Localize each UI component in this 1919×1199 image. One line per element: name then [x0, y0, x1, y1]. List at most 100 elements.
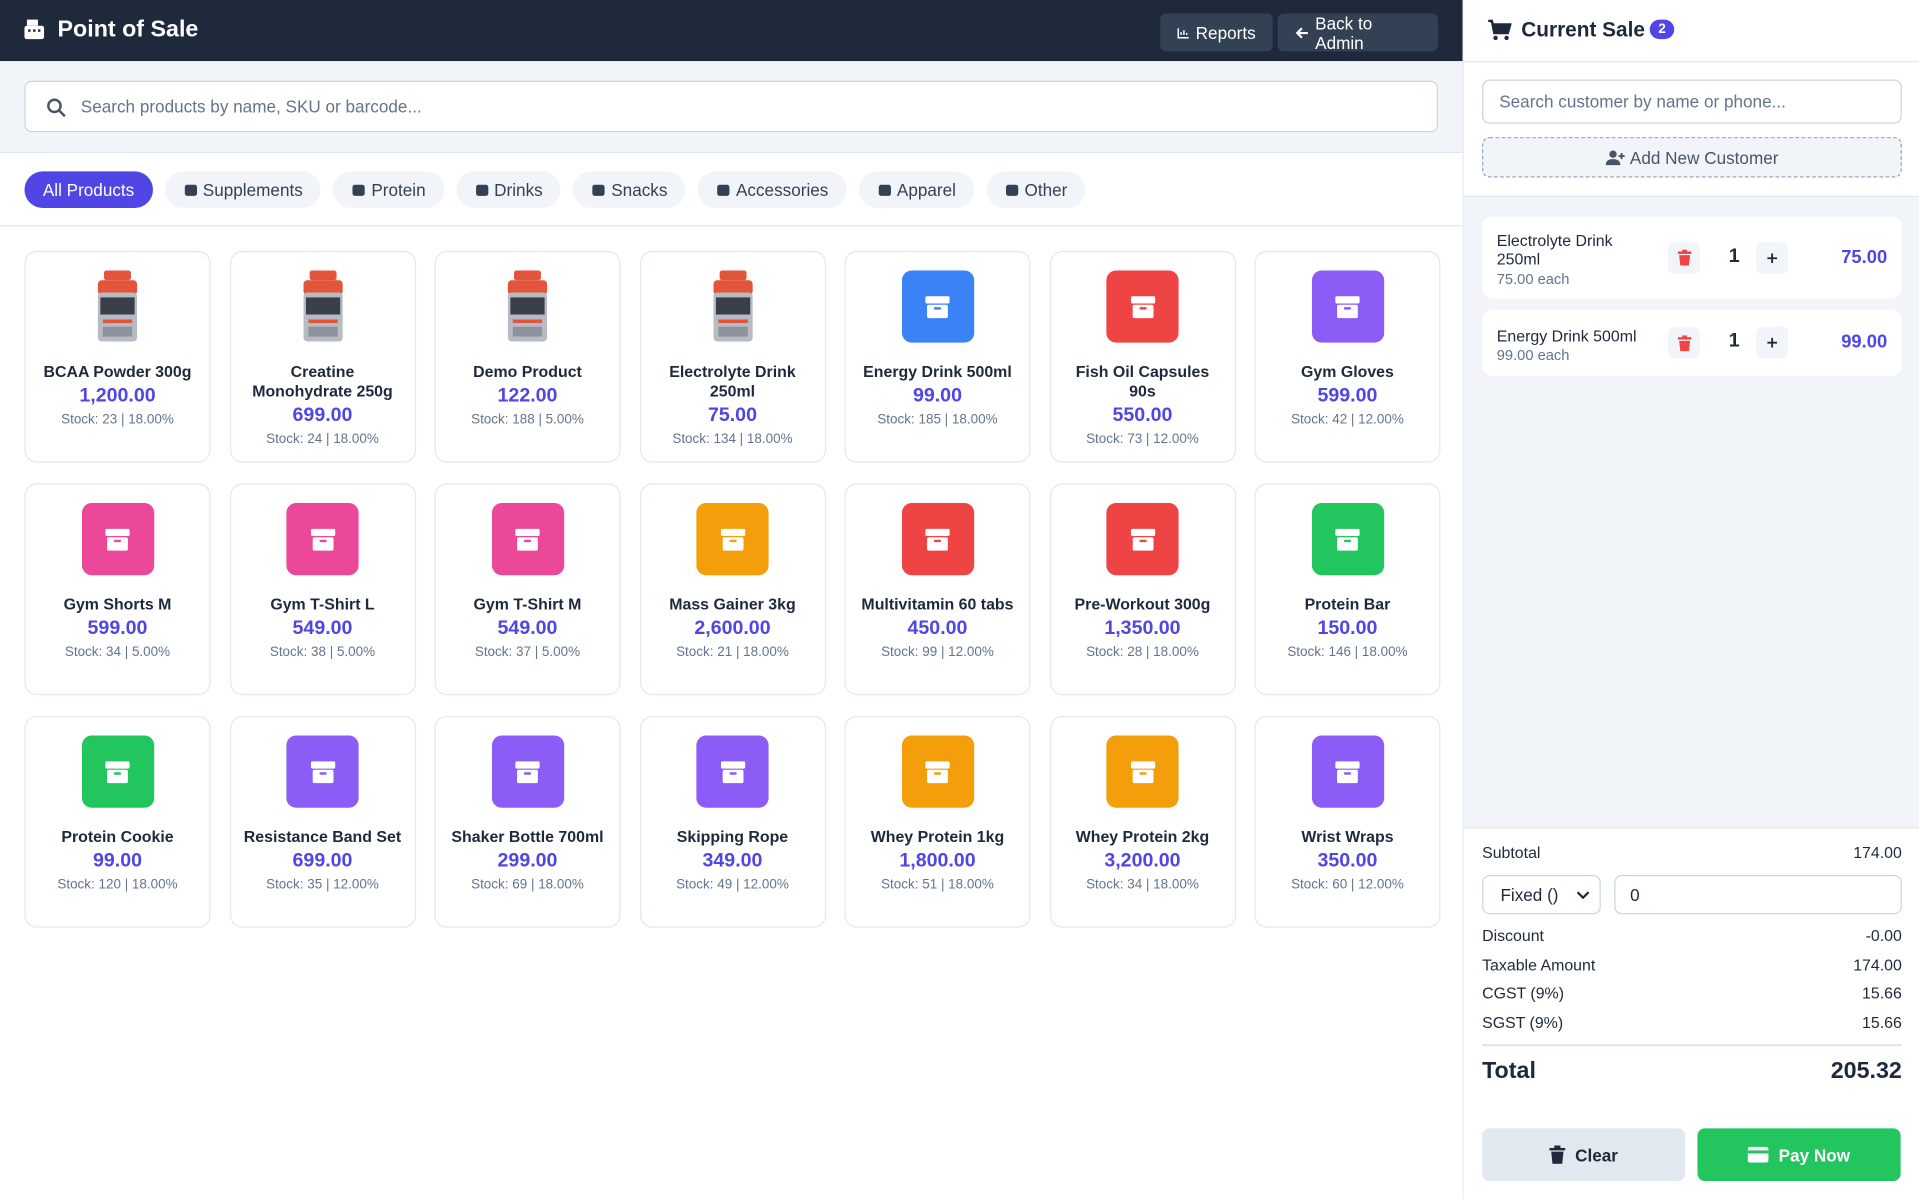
- product-card[interactable]: Gym Gloves 599.00 Stock: 42 | 12.00%: [1254, 250, 1441, 463]
- category-label: Apparel: [896, 179, 956, 199]
- subtotal-row: Subtotal 174.00: [1482, 843, 1902, 861]
- product-card[interactable]: Energy Drink 500ml 99.00 Stock: 185 | 18.0…: [844, 250, 1031, 463]
- category-pill[interactable]: Snacks: [573, 170, 686, 208]
- back-button[interactable]: Back to Admin: [1277, 12, 1439, 53]
- category-pill[interactable]: Other: [986, 170, 1086, 208]
- product-price: 549.00: [497, 618, 558, 639]
- product-name: BCAA Powder 300g: [43, 362, 192, 381]
- category-pill[interactable]: Supplements: [164, 170, 322, 208]
- customer-search[interactable]: Search customer by name or phone...: [1482, 79, 1902, 124]
- product-card[interactable]: Gym T-Shirt L 549.00 Stock: 38 | 5.00%: [229, 483, 416, 696]
- discount-input-value: 0: [1630, 884, 1640, 905]
- plus-icon: [1767, 252, 1778, 263]
- product-stock: Stock: 24 | 18.00%: [266, 432, 379, 447]
- product-name: Creatine Monohydrate 250g: [252, 362, 393, 401]
- product-name: Protein Cookie: [61, 827, 174, 846]
- product-stock: Stock: 34 | 5.00%: [64, 644, 171, 660]
- category-label: Drinks: [494, 179, 543, 199]
- category-icon: [184, 184, 197, 196]
- summary-label: SGST (9%): [1482, 1012, 1564, 1032]
- product-name: Mass Gainer 3kg: [669, 594, 796, 614]
- product-card[interactable]: Demo Product 122.00 Stock: 188 | 5.00%: [434, 250, 621, 463]
- summary-value: 174.00: [1853, 955, 1902, 974]
- category-pill[interactable]: Protein: [333, 170, 444, 208]
- search-placeholder: Search products by name, SKU or barcode.…: [80, 96, 422, 117]
- sale-header: Current Sale 2: [1463, 0, 1919, 63]
- remove-button[interactable]: [1668, 326, 1700, 359]
- product-card[interactable]: Creatine Monohydrate 250g 699.00 Stock: 24…: [229, 250, 416, 463]
- item-each: 75.00 each: [1496, 270, 1570, 288]
- add-customer-button[interactable]: Add New Customer: [1482, 137, 1902, 178]
- box-icon: [925, 760, 950, 783]
- box-icon: [310, 528, 335, 551]
- product-search[interactable]: Search products by name, SKU or barcode.…: [24, 80, 1439, 133]
- clear-label: Clear: [1575, 1144, 1618, 1165]
- product-card[interactable]: Gym Shorts M 599.00 Stock: 34 | 5.00%: [24, 483, 211, 696]
- product-thumb: [286, 270, 358, 342]
- product-price: 350.00: [1317, 850, 1378, 872]
- category-icon: [352, 184, 366, 196]
- sale-title: Current Sale: [1521, 18, 1645, 42]
- discount-type-select[interactable]: Fixed (): [1482, 875, 1601, 915]
- product-card[interactable]: Skipping Rope 349.00 Stock: 49 | 12.00%: [639, 715, 826, 928]
- cart-item: Energy Drink 500ml 99.00 each 1 99.00: [1482, 309, 1902, 376]
- product-thumb: [286, 503, 359, 576]
- product-price: 75.00: [707, 405, 757, 426]
- back-icon: [1295, 26, 1308, 38]
- remove-button[interactable]: [1668, 241, 1700, 274]
- pay-button[interactable]: Pay Now: [1697, 1128, 1901, 1182]
- product-card[interactable]: Wrist Wraps 350.00 Stock: 60 | 12.00%: [1254, 715, 1441, 928]
- product-thumb: [696, 735, 769, 808]
- product-card[interactable]: Protein Bar 150.00 Stock: 146 | 18.00%: [1254, 483, 1441, 696]
- product-price: 1,350.00: [1104, 618, 1181, 639]
- category-pill[interactable]: Accessories: [698, 170, 847, 208]
- product-card[interactable]: Electrolyte Drink 250ml 75.00 Stock: 134 |…: [639, 250, 826, 463]
- product-price: 599.00: [1317, 385, 1378, 407]
- product-thumb: [901, 735, 974, 808]
- category-pill[interactable]: All Products: [24, 170, 153, 208]
- product-card[interactable]: Pre-Workout 300g 1,350.00 Stock: 28 | 18.0…: [1049, 483, 1236, 696]
- product-price: 3,200.00: [1104, 850, 1181, 872]
- product-name: Energy Drink 500ml: [863, 362, 1012, 381]
- increase-button[interactable]: [1756, 241, 1789, 274]
- product-stock: Stock: 42 | 12.00%: [1291, 412, 1404, 428]
- product-card[interactable]: Protein Cookie 99.00 Stock: 120 | 18.00%: [24, 715, 211, 928]
- product-price: 599.00: [87, 618, 148, 639]
- product-price: 2,600.00: [694, 618, 771, 639]
- product-card[interactable]: BCAA Powder 300g 1,200.00 Stock: 23 | 18.0…: [24, 250, 211, 463]
- back-label: Back to Admin: [1315, 12, 1373, 53]
- product-thumb: [1311, 270, 1384, 343]
- item-each: 99.00 each: [1496, 346, 1570, 364]
- product-stock: Stock: 37 | 5.00%: [474, 644, 581, 660]
- product-card[interactable]: Resistance Band Set 699.00 Stock: 35 | 12.…: [229, 715, 416, 928]
- product-thumb: [81, 735, 154, 808]
- summary-value: 15.66: [1862, 1012, 1902, 1032]
- product-card[interactable]: Whey Protein 2kg 3,200.00 Stock: 34 | 18.0…: [1049, 715, 1236, 928]
- product-stock: Stock: 188 | 5.00%: [471, 412, 584, 428]
- category-pill[interactable]: Drinks: [456, 170, 562, 208]
- summary-value: 15.66: [1862, 983, 1902, 1003]
- product-name: Resistance Band Set: [243, 827, 402, 846]
- plus-icon: [1767, 337, 1778, 348]
- increase-button[interactable]: [1756, 326, 1789, 359]
- search-bar: Search products by name, SKU or barcode.…: [0, 61, 1463, 153]
- item-count: 2: [1649, 19, 1675, 40]
- product-card[interactable]: Fish Oil Capsules 90s 550.00 Stock: 73 | 1…: [1049, 250, 1236, 463]
- product-name: Wrist Wraps: [1301, 827, 1394, 846]
- product-stock: Stock: 23 | 18.00%: [61, 412, 174, 428]
- product-thumb: [1311, 735, 1384, 808]
- category-pill[interactable]: Apparel: [858, 170, 975, 208]
- box-icon: [515, 760, 540, 783]
- reports-button[interactable]: Reports: [1160, 13, 1273, 52]
- clear-button[interactable]: Clear: [1482, 1128, 1686, 1182]
- product-name: Whey Protein 1kg: [870, 827, 1005, 846]
- product-card[interactable]: Multivitamin 60 tabs 450.00 Stock: 99 | 12…: [844, 483, 1031, 696]
- product-card[interactable]: Whey Protein 1kg 1,800.00 Stock: 51 | 18.0…: [844, 715, 1031, 928]
- product-card[interactable]: Mass Gainer 3kg 2,600.00 Stock: 21 | 18.00…: [639, 483, 826, 696]
- product-card[interactable]: Gym T-Shirt M 549.00 Stock: 37 | 5.00%: [434, 483, 621, 696]
- product-thumb: [286, 735, 359, 808]
- product-price: 299.00: [497, 850, 558, 872]
- discount-input[interactable]: 0: [1614, 875, 1902, 915]
- product-card[interactable]: Shaker Bottle 700ml 299.00 Stock: 69 | 18.…: [434, 715, 621, 928]
